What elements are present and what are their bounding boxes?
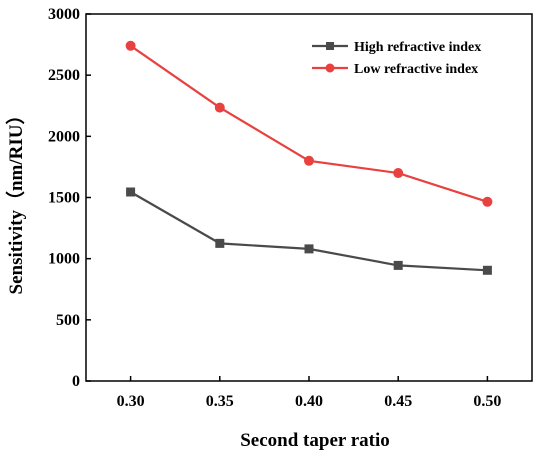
x-tick-label: 0.40 — [295, 393, 323, 410]
data-point-high-refractive-index — [215, 238, 225, 248]
y-tick-label: 500 — [56, 312, 80, 329]
y-tick-label: 3000 — [48, 6, 80, 23]
x-tick-label: 0.50 — [473, 393, 501, 410]
legend-marker-low-refractive-index — [325, 63, 335, 73]
x-axis-label: Second taper ratio — [240, 430, 390, 451]
data-point-low-refractive-index — [482, 196, 493, 207]
y-tick-label: 2500 — [48, 67, 80, 84]
data-point-low-refractive-index — [304, 155, 314, 166]
y-tick-label: 1000 — [48, 251, 80, 268]
data-point-high-refractive-index — [482, 265, 492, 275]
legend-marker-high-refractive-index — [326, 42, 334, 50]
y-tick-label: 0 — [72, 373, 80, 390]
x-tick-label: 0.35 — [206, 393, 234, 410]
x-tick-label: 0.30 — [117, 393, 145, 410]
data-point-low-refractive-index — [214, 102, 225, 113]
x-axis: 0.30 0.35 0.40 0.45 0.50 — [117, 376, 501, 410]
data-point-high-refractive-index — [126, 187, 136, 197]
series-layer — [125, 40, 493, 275]
series-line-high-refractive-index — [130, 191, 488, 272]
y-tick-label: 2000 — [48, 128, 80, 145]
legend-label-high-refractive-index: High refractive index — [354, 40, 481, 55]
legend: High refractive index Low refractive inde… — [312, 40, 481, 77]
y-axis-label: Sensitivity（nm/RIU） — [4, 106, 27, 295]
data-point-low-refractive-index — [125, 40, 136, 51]
y-axis: 0 500 1000 1500 2000 2500 3000 — [48, 6, 91, 390]
legend-label-low-refractive-index: Low refractive index — [354, 62, 478, 77]
data-point-low-refractive-index — [393, 168, 404, 179]
x-tick-label: 0.45 — [384, 393, 412, 410]
y-tick-label: 1500 — [48, 190, 80, 207]
data-point-high-refractive-index — [304, 244, 314, 254]
data-point-high-refractive-index — [393, 260, 403, 270]
